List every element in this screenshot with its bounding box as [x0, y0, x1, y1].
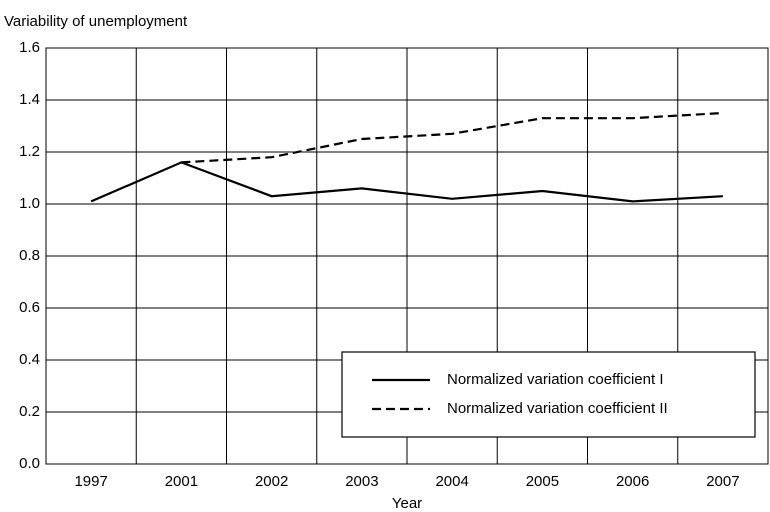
y-tick-label: 0.2 — [19, 403, 40, 420]
x-tick-label: 2003 — [345, 473, 378, 490]
x-tick-label: 2006 — [616, 473, 649, 490]
line-series — [181, 111, 723, 164]
y-tick-label: 1.6 — [19, 39, 40, 56]
y-tick-label: 1.2 — [19, 143, 40, 160]
legend-label: Normalized variation coefficient I — [447, 371, 664, 388]
line-series — [90, 161, 723, 203]
y-tick-label: 0.0 — [19, 455, 40, 472]
x-tick-label: 2001 — [165, 473, 198, 490]
y-tick-label: 0.6 — [19, 299, 40, 316]
legend-box — [341, 351, 756, 438]
x-tick-label: 2004 — [435, 473, 468, 490]
y-tick-label: 1.0 — [19, 195, 40, 212]
chart-title: Variability of unemployment — [4, 13, 188, 30]
x-tick-label: 1997 — [74, 473, 107, 490]
x-tick-label: 2002 — [255, 473, 288, 490]
legend-label: Normalized variation coefficient II — [447, 400, 668, 417]
y-tick-label: 0.8 — [19, 247, 40, 264]
y-tick-label: 0.4 — [19, 351, 40, 368]
y-tick-label: 1.4 — [19, 91, 40, 108]
x-axis-label: Year — [392, 495, 422, 512]
x-tick-label: 2007 — [706, 473, 739, 490]
x-tick-label: 2005 — [526, 473, 559, 490]
